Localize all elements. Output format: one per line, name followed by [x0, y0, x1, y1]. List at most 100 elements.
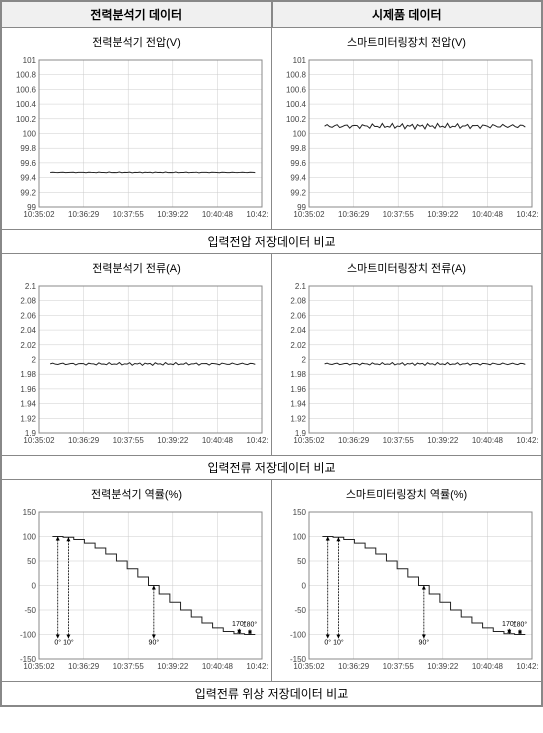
svg-text:100: 100 — [293, 533, 307, 542]
svg-text:1.98: 1.98 — [290, 370, 306, 379]
svg-text:0: 0 — [32, 582, 37, 591]
svg-text:99.4: 99.4 — [290, 174, 306, 183]
svg-text:10:35:02: 10:35:02 — [23, 210, 55, 219]
pf-right-cell: 스마트미터링장치 역률(%) -150-100-5005010015010:35… — [272, 480, 541, 681]
svg-text:2.02: 2.02 — [20, 341, 36, 350]
svg-text:10:37:55: 10:37:55 — [383, 210, 415, 219]
svg-text:2.02: 2.02 — [290, 341, 306, 350]
svg-text:99.2: 99.2 — [290, 188, 306, 197]
svg-text:10:40:48: 10:40:48 — [202, 662, 234, 671]
svg-text:2.1: 2.1 — [295, 282, 307, 291]
svg-text:99.2: 99.2 — [20, 188, 36, 197]
svg-text:10:37:55: 10:37:55 — [113, 436, 145, 445]
svg-text:100: 100 — [23, 130, 37, 139]
svg-text:-100: -100 — [290, 631, 307, 640]
section-label-voltage: 입력전압 저장데이터 비교 — [1, 229, 542, 254]
svg-text:2.08: 2.08 — [290, 297, 306, 306]
svg-text:100.6: 100.6 — [16, 85, 37, 94]
svg-text:100.6: 100.6 — [286, 85, 307, 94]
svg-text:10:39:22: 10:39:22 — [157, 436, 189, 445]
svg-text:99.6: 99.6 — [20, 159, 36, 168]
svg-text:150: 150 — [293, 508, 307, 517]
svg-text:2: 2 — [32, 356, 37, 365]
svg-text:10:37:55: 10:37:55 — [113, 662, 145, 671]
svg-text:1.94: 1.94 — [290, 400, 306, 409]
svg-text:10:36:29: 10:36:29 — [68, 210, 100, 219]
svg-text:10:36:29: 10:36:29 — [338, 210, 370, 219]
svg-text:10:36:29: 10:36:29 — [338, 436, 370, 445]
container: 전력분석기 데이터 시제품 데이터 전력분석기 전압(V) 9999.299.4… — [0, 0, 543, 707]
svg-text:10:35:02: 10:35:02 — [23, 436, 55, 445]
current-left-chart: 1.91.921.941.961.9822.022.042.062.082.11… — [4, 278, 269, 453]
svg-text:2: 2 — [302, 356, 307, 365]
svg-text:2.08: 2.08 — [20, 297, 36, 306]
svg-text:100: 100 — [23, 533, 37, 542]
svg-text:10:40:48: 10:40:48 — [202, 436, 234, 445]
svg-text:10:37:55: 10:37:55 — [383, 662, 415, 671]
svg-text:90°: 90° — [149, 639, 160, 647]
svg-text:10:36:29: 10:36:29 — [68, 436, 100, 445]
svg-text:10:42:14: 10:42:14 — [246, 210, 269, 219]
svg-text:10:42:14: 10:42:14 — [246, 662, 269, 671]
voltage-left-cell: 전력분석기 전압(V) 9999.299.499.699.8100100.210… — [2, 28, 272, 229]
svg-text:100.2: 100.2 — [286, 115, 307, 124]
current-right-title: 스마트미터링장치 전류(A) — [274, 256, 539, 278]
pf-left-cell: 전력분석기 역률(%) -150-100-5005010015010:35:02… — [2, 480, 272, 681]
svg-text:10:35:02: 10:35:02 — [23, 662, 55, 671]
svg-text:99.6: 99.6 — [290, 159, 306, 168]
section-label-phase: 입력전류 위상 저장데이터 비교 — [1, 681, 542, 706]
svg-text:99.8: 99.8 — [20, 144, 36, 153]
svg-text:99.4: 99.4 — [20, 174, 36, 183]
svg-text:1.96: 1.96 — [290, 385, 306, 394]
svg-text:101: 101 — [293, 56, 307, 65]
svg-text:180°: 180° — [243, 621, 258, 629]
svg-text:100.8: 100.8 — [16, 71, 37, 80]
current-row: 전력분석기 전류(A) 1.91.921.941.961.9822.022.04… — [1, 254, 542, 455]
svg-text:100.8: 100.8 — [286, 71, 307, 80]
voltage-left-chart: 9999.299.499.699.8100100.2100.4100.6100.… — [4, 52, 269, 227]
svg-text:99.8: 99.8 — [290, 144, 306, 153]
svg-text:2.1: 2.1 — [25, 282, 37, 291]
svg-text:10:40:48: 10:40:48 — [472, 210, 504, 219]
pf-left-title: 전력분석기 역률(%) — [4, 482, 269, 504]
voltage-right-cell: 스마트미터링장치 전압(V) 9999.299.499.699.8100100.… — [272, 28, 541, 229]
svg-text:1.94: 1.94 — [20, 400, 36, 409]
svg-text:100: 100 — [293, 130, 307, 139]
svg-text:100.2: 100.2 — [16, 115, 37, 124]
svg-text:1.92: 1.92 — [290, 414, 306, 423]
svg-text:10:36:29: 10:36:29 — [68, 662, 100, 671]
svg-text:0°: 0° — [54, 639, 61, 647]
svg-text:10:36:29: 10:36:29 — [338, 662, 370, 671]
pf-row: 전력분석기 역률(%) -150-100-5005010015010:35:02… — [1, 480, 542, 681]
svg-text:2.04: 2.04 — [20, 326, 36, 335]
header-row: 전력분석기 데이터 시제품 데이터 — [1, 1, 542, 28]
svg-text:10:40:48: 10:40:48 — [202, 210, 234, 219]
header-left: 전력분석기 데이터 — [1, 1, 272, 28]
svg-text:50: 50 — [297, 557, 306, 566]
section-label-current: 입력전류 저장데이터 비교 — [1, 455, 542, 480]
svg-text:2.06: 2.06 — [20, 311, 36, 320]
svg-text:10:40:48: 10:40:48 — [472, 436, 504, 445]
svg-text:10°: 10° — [333, 639, 344, 647]
svg-text:10:39:22: 10:39:22 — [427, 210, 459, 219]
current-right-chart: 1.91.921.941.961.9822.022.042.062.082.11… — [274, 278, 539, 453]
svg-text:-50: -50 — [24, 606, 36, 615]
svg-text:100.4: 100.4 — [286, 100, 307, 109]
svg-text:10:35:02: 10:35:02 — [293, 436, 325, 445]
svg-text:10:39:22: 10:39:22 — [427, 436, 459, 445]
svg-text:10:42:14: 10:42:14 — [516, 210, 539, 219]
voltage-right-title: 스마트미터링장치 전압(V) — [274, 30, 539, 52]
svg-text:10:42:14: 10:42:14 — [246, 436, 269, 445]
voltage-row: 전력분석기 전압(V) 9999.299.499.699.8100100.210… — [1, 28, 542, 229]
svg-text:10:39:22: 10:39:22 — [157, 662, 189, 671]
svg-text:2.06: 2.06 — [290, 311, 306, 320]
current-left-cell: 전력분석기 전류(A) 1.91.921.941.961.9822.022.04… — [2, 254, 272, 455]
svg-text:10:37:55: 10:37:55 — [113, 210, 145, 219]
svg-text:101: 101 — [23, 56, 37, 65]
pf-right-chart: -150-100-5005010015010:35:0210:36:2910:3… — [274, 504, 539, 679]
svg-text:10:42:14: 10:42:14 — [516, 662, 539, 671]
svg-text:10:35:02: 10:35:02 — [293, 210, 325, 219]
current-left-title: 전력분석기 전류(A) — [4, 256, 269, 278]
svg-text:-50: -50 — [294, 606, 306, 615]
pf-right-title: 스마트미터링장치 역률(%) — [274, 482, 539, 504]
